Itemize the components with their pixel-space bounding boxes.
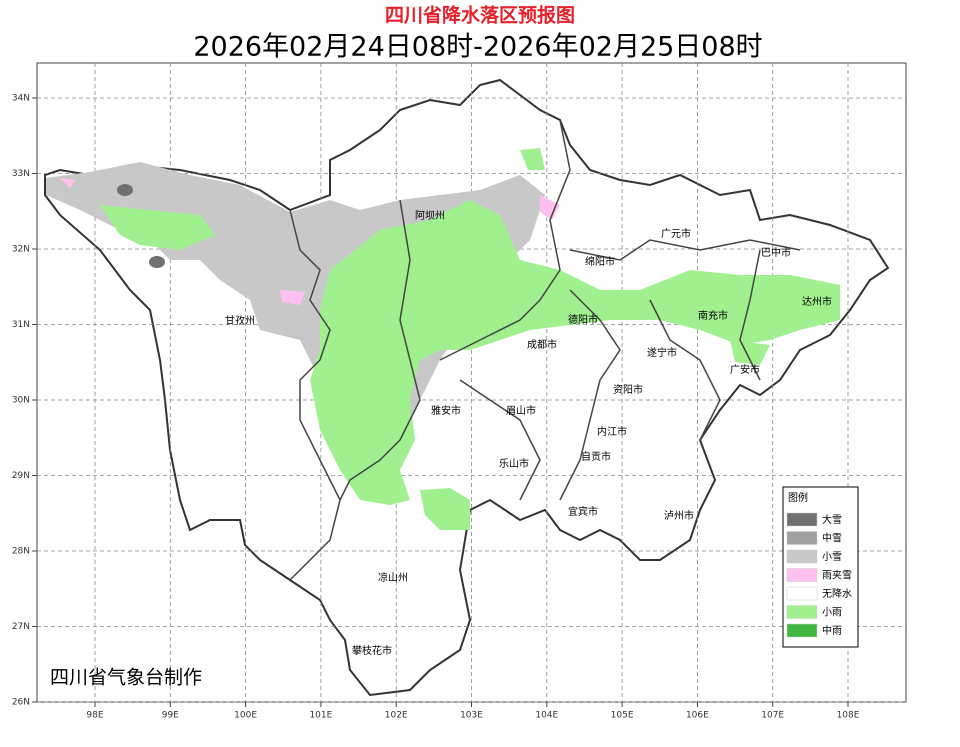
lat-tick-label: 26N (12, 698, 30, 708)
legend-label: 雨夹雪 (822, 569, 852, 582)
legend-box (782, 486, 859, 648)
legend-swatch (786, 586, 818, 601)
lat-tick-label: 32N (12, 245, 30, 255)
city-label: 达州市 (802, 295, 832, 308)
city-label: 遂宁市 (647, 346, 677, 359)
city-label: 成都市 (527, 338, 557, 351)
city-label: 乐山市 (499, 457, 529, 470)
lon-tick-label: 104E (535, 711, 558, 721)
legend-swatch (786, 605, 818, 619)
lon-tick-label: 98E (86, 711, 103, 721)
legend-label: 小雨 (822, 607, 842, 619)
legend-swatch (786, 623, 818, 638)
city-label: 宜宾市 (568, 505, 598, 518)
city-label: 攀枝花市 (352, 644, 392, 657)
lon-tick-label: 100E (234, 711, 257, 721)
lat-tick-label: 33N (12, 169, 30, 179)
legend-label: 小雪 (822, 551, 842, 563)
legend-swatch (786, 531, 818, 545)
lat-tick-label: 34N (12, 94, 30, 104)
precipitation-areas (46, 148, 840, 530)
lon-tick-label: 105E (611, 711, 634, 721)
lon-tick-label: 102E (385, 711, 408, 721)
legend-label: 中雨 (822, 624, 842, 637)
city-label: 凉山州 (378, 571, 408, 584)
lon-tick-label: 101E (309, 711, 332, 721)
lat-tick-label: 30N (12, 396, 30, 406)
lat-tick-label: 28N (12, 547, 30, 557)
city-label: 雅安市 (431, 404, 461, 417)
subtitle: 2026年02月24日08时-2026年02月25日08时 (193, 32, 762, 63)
city-label: 广元市 (661, 227, 691, 240)
city-label: 自贡市 (581, 450, 611, 463)
city-label: 绵阳市 (585, 255, 615, 268)
lat-tick-label: 27N (12, 622, 30, 632)
city-label: 南充市 (698, 309, 728, 322)
legend-swatch (786, 512, 818, 527)
boundaries (289, 119, 801, 581)
city-label: 阿坝州 (415, 210, 445, 222)
footer: 四川省气象台制作 (50, 667, 202, 689)
city-label: 泸州市 (664, 509, 694, 522)
city-label: 广安市 (730, 363, 760, 376)
legend-label: 中雪 (822, 532, 842, 545)
legend-label: 大雪 (822, 513, 842, 526)
lat-tick-label: 31N (12, 320, 30, 330)
legend-title: 图例 (788, 491, 808, 504)
city-label: 德阳市 (568, 313, 598, 326)
lon-tick-label: 107E (761, 711, 784, 721)
lon-tick-label: 103E (460, 711, 483, 721)
legend-label: 无降水 (822, 587, 852, 600)
lat-tick-label: 29N (12, 471, 30, 481)
lon-tick-label: 108E (837, 711, 860, 721)
city-label: 巴中市 (761, 246, 791, 259)
city-label: 内江市 (597, 425, 627, 438)
title: 四川省降水落区预报图 (385, 4, 575, 27)
lon-tick-label: 106E (686, 711, 709, 721)
legend-swatch (786, 549, 818, 564)
city-label: 资阳市 (613, 383, 643, 396)
city-label: 甘孜州 (225, 314, 255, 327)
legend-swatch (786, 568, 818, 582)
lon-tick-label: 99E (162, 711, 179, 721)
city-label: 眉山市 (506, 404, 536, 417)
